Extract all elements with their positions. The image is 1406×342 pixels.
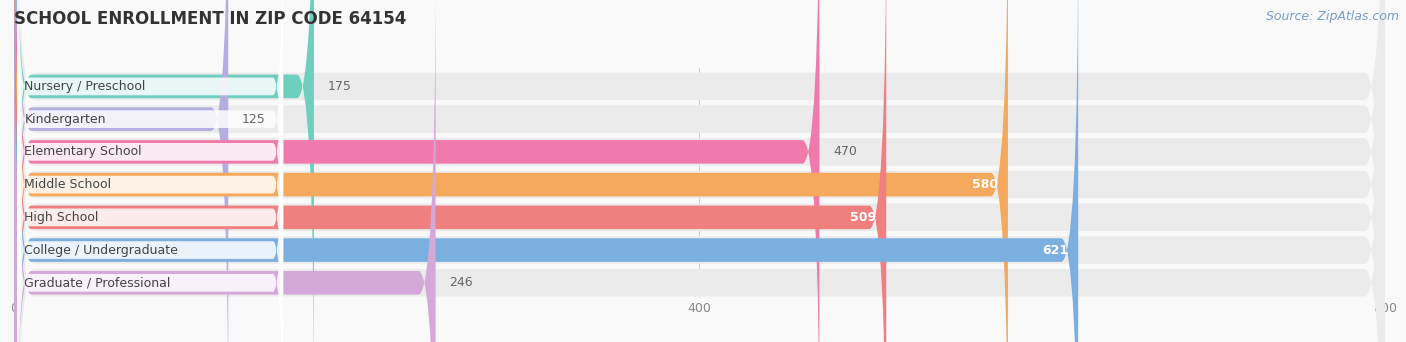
Text: SCHOOL ENROLLMENT IN ZIP CODE 64154: SCHOOL ENROLLMENT IN ZIP CODE 64154: [14, 10, 406, 28]
FancyBboxPatch shape: [14, 0, 436, 342]
Text: High School: High School: [24, 211, 98, 224]
FancyBboxPatch shape: [17, 30, 283, 342]
FancyBboxPatch shape: [14, 0, 1385, 342]
Text: 621: 621: [1042, 244, 1069, 256]
Text: Middle School: Middle School: [24, 178, 111, 191]
FancyBboxPatch shape: [17, 0, 283, 342]
Text: 125: 125: [242, 113, 266, 126]
FancyBboxPatch shape: [17, 63, 283, 342]
FancyBboxPatch shape: [14, 0, 886, 342]
Text: 246: 246: [450, 276, 472, 289]
FancyBboxPatch shape: [14, 0, 1008, 342]
Text: Source: ZipAtlas.com: Source: ZipAtlas.com: [1265, 10, 1399, 23]
FancyBboxPatch shape: [17, 0, 283, 340]
Text: Nursery / Preschool: Nursery / Preschool: [24, 80, 146, 93]
Text: Graduate / Professional: Graduate / Professional: [24, 276, 170, 289]
Text: Kindergarten: Kindergarten: [24, 113, 105, 126]
FancyBboxPatch shape: [14, 0, 1385, 342]
FancyBboxPatch shape: [14, 0, 820, 342]
FancyBboxPatch shape: [14, 0, 228, 342]
FancyBboxPatch shape: [17, 95, 283, 342]
Text: 509: 509: [849, 211, 876, 224]
FancyBboxPatch shape: [17, 0, 283, 307]
FancyBboxPatch shape: [14, 0, 1385, 342]
Text: 580: 580: [972, 178, 998, 191]
FancyBboxPatch shape: [14, 0, 314, 342]
FancyBboxPatch shape: [14, 0, 1078, 342]
Text: College / Undergraduate: College / Undergraduate: [24, 244, 179, 256]
FancyBboxPatch shape: [14, 0, 1385, 342]
FancyBboxPatch shape: [14, 0, 1385, 342]
FancyBboxPatch shape: [14, 0, 1385, 342]
Text: Elementary School: Elementary School: [24, 145, 142, 158]
FancyBboxPatch shape: [14, 0, 1385, 342]
FancyBboxPatch shape: [17, 0, 283, 274]
Text: 470: 470: [834, 145, 858, 158]
Text: 175: 175: [328, 80, 352, 93]
